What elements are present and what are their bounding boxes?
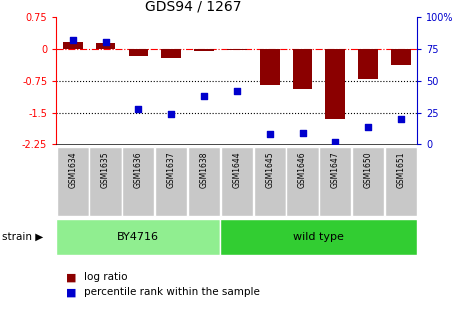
Text: log ratio: log ratio	[84, 272, 128, 282]
Text: ■: ■	[66, 287, 76, 297]
Bar	[227, 49, 247, 50]
Bar	[293, 49, 312, 89]
FancyBboxPatch shape	[352, 147, 384, 216]
Text: GSM1650: GSM1650	[363, 152, 373, 188]
Text: GSM1634: GSM1634	[68, 152, 77, 188]
Point	[102, 40, 109, 45]
FancyBboxPatch shape	[385, 147, 417, 216]
Text: strain ▶: strain ▶	[2, 232, 44, 242]
Text: wild type: wild type	[294, 232, 344, 242]
Bar	[63, 42, 83, 49]
FancyBboxPatch shape	[90, 147, 121, 216]
Text: BY4716: BY4716	[117, 232, 159, 242]
Text: GSM1651: GSM1651	[396, 152, 406, 188]
Bar	[358, 49, 378, 79]
Bar	[194, 49, 214, 51]
Point	[397, 116, 405, 122]
Point	[167, 111, 175, 117]
FancyBboxPatch shape	[220, 219, 417, 255]
FancyBboxPatch shape	[57, 147, 89, 216]
Bar	[391, 49, 411, 65]
Point	[135, 106, 142, 112]
FancyBboxPatch shape	[188, 147, 220, 216]
Point	[266, 132, 273, 137]
Point	[364, 124, 372, 129]
Text: GSM1645: GSM1645	[265, 152, 274, 188]
FancyBboxPatch shape	[287, 147, 318, 216]
Point	[233, 88, 241, 93]
Point	[69, 37, 76, 42]
FancyBboxPatch shape	[122, 147, 154, 216]
Text: GSM1635: GSM1635	[101, 152, 110, 188]
Text: ■: ■	[66, 272, 76, 282]
Text: GSM1644: GSM1644	[232, 152, 242, 188]
Text: GSM1637: GSM1637	[166, 152, 176, 188]
Bar	[96, 43, 115, 49]
FancyBboxPatch shape	[254, 147, 286, 216]
Text: GSM1638: GSM1638	[199, 152, 209, 188]
FancyBboxPatch shape	[319, 147, 351, 216]
Bar	[325, 49, 345, 119]
FancyBboxPatch shape	[155, 147, 187, 216]
Bar	[161, 49, 181, 58]
Bar	[260, 49, 280, 85]
Text: GDS94 / 1267: GDS94 / 1267	[145, 0, 242, 13]
FancyBboxPatch shape	[56, 219, 220, 255]
Point	[299, 130, 306, 136]
FancyBboxPatch shape	[221, 147, 253, 216]
Text: percentile rank within the sample: percentile rank within the sample	[84, 287, 260, 297]
Bar	[129, 49, 148, 56]
Point	[332, 139, 339, 144]
Text: GSM1646: GSM1646	[298, 152, 307, 188]
Text: GSM1647: GSM1647	[331, 152, 340, 188]
Text: GSM1636: GSM1636	[134, 152, 143, 188]
Point	[200, 93, 208, 99]
